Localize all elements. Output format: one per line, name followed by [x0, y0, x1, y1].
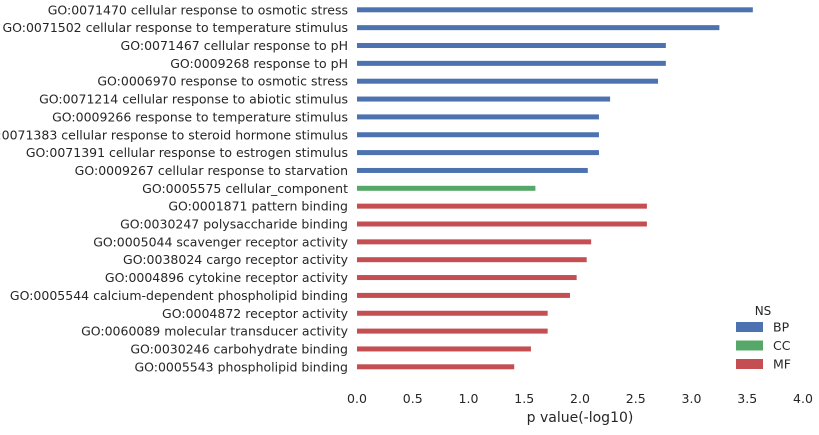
bar-mf [357, 221, 647, 227]
y-tick-label: GO:0005575 cellular_component [142, 181, 348, 196]
x-tick-label: 3.0 [682, 391, 702, 406]
y-tick-label: GO:0071467 cellular response to pH [121, 38, 348, 53]
x-tick-label: 1.5 [514, 391, 534, 406]
bar-bp [357, 114, 599, 120]
bar-mf [357, 310, 548, 316]
bar-mf [357, 203, 647, 209]
y-tick-label: GO:0071502 cellular response to temperat… [2, 20, 348, 35]
bar-cc [357, 185, 536, 191]
y-tick-label: GO:0009266 response to temperature stimu… [52, 109, 348, 124]
y-tick-label: GO:0071214 cellular response to abiotic … [39, 92, 348, 107]
bar-bp [357, 96, 611, 102]
y-tick-labels: GO:0071470 cellular response to osmotic … [0, 2, 349, 374]
x-tick-labels: 0.0 0.5 1.0 1.5 2.0 2.5 3.0 3.5 4.0 [347, 391, 813, 406]
legend-swatch-mf [736, 359, 763, 369]
y-tick-label: GO:0005543 phospholipid binding [134, 359, 348, 374]
bar-bp [357, 43, 666, 48]
bar-bp [357, 132, 599, 138]
bar-mf [357, 257, 587, 263]
y-tick-label: GO:0009267 cellular response to starvati… [75, 163, 348, 178]
bar-bp [357, 150, 599, 156]
x-axis-label: p value(-log10) [527, 410, 634, 426]
bar-bp [357, 78, 659, 84]
y-tick-label: GO:0060089 molecular transducer activity [81, 324, 349, 339]
y-tick-label: GO:0071383 cellular response to steroid … [0, 127, 348, 142]
legend-label-mf: MF [773, 357, 791, 372]
bar-mf [357, 275, 577, 281]
legend: NS BP CC MF [736, 304, 791, 372]
x-tick-label: 0.0 [347, 391, 367, 406]
bar-bp [357, 25, 720, 31]
bar-mf [357, 328, 548, 334]
y-tick-label: GO:0005044 scavenger receptor activity [93, 234, 348, 249]
x-tick-label: 2.5 [626, 391, 646, 406]
y-tick-label: GO:0030247 polysaccharide binding [120, 217, 348, 232]
legend-label-cc: CC [773, 338, 791, 353]
bar-mf [357, 239, 592, 245]
bars-layer [357, 7, 753, 370]
bar-bp [357, 7, 753, 13]
legend-label-bp: BP [773, 320, 790, 335]
x-tick-label: 4.0 [793, 391, 813, 406]
x-tick-label: 2.0 [570, 391, 590, 406]
y-tick-label: GO:0005544 calcium-dependent phospholipi… [10, 288, 348, 303]
y-tick-label: GO:0071470 cellular response to osmotic … [48, 2, 348, 17]
y-tick-label: GO:0030246 carbohydrate binding [130, 341, 348, 356]
y-tick-label: GO:0009268 response to pH [170, 56, 348, 71]
y-tick-label: GO:0004872 receptor activity [162, 306, 349, 321]
y-tick-label: GO:0001871 pattern binding [168, 199, 348, 214]
y-tick-label: GO:0006970 response to osmotic stress [97, 74, 348, 89]
legend-title: NS [755, 304, 772, 318]
bar-mf [357, 292, 570, 298]
bar-bp [357, 60, 666, 66]
bar-mf [357, 346, 531, 352]
y-tick-label: GO:0004896 cytokine receptor activity [105, 270, 349, 285]
x-tick-label: 1.0 [459, 391, 479, 406]
legend-swatch-cc [736, 340, 763, 351]
y-tick-label: GO:0038024 cargo receptor activity [123, 252, 349, 267]
y-tick-label: GO:0071391 cellular response to estrogen… [26, 145, 348, 160]
legend-swatch-bp [736, 322, 763, 332]
bar-mf [357, 364, 515, 370]
legend-entries: BP CC MF [736, 320, 791, 372]
x-tick-label: 3.5 [737, 391, 757, 406]
x-tick-label: 0.5 [403, 391, 423, 406]
bar-bp [357, 167, 588, 173]
